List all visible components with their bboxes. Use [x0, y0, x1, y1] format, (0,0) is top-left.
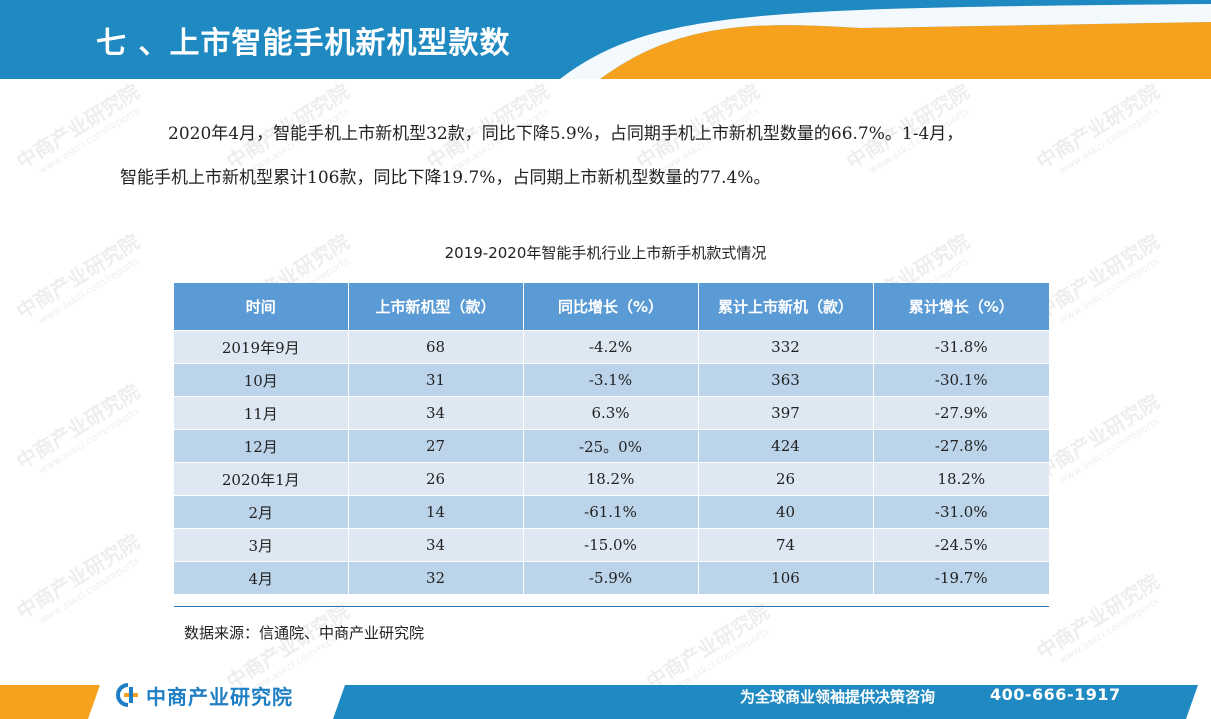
cell-time: 2020年1月: [174, 462, 349, 496]
cell-cumulative-models: 424: [698, 429, 874, 463]
footer-phone: 400-666-1917: [990, 685, 1121, 704]
footer-background: [0, 685, 1198, 719]
logo-text: 中商产业研究院: [146, 684, 293, 709]
data-table: 时间 上市新机型（款） 同比增长（%） 累计上市新机（款） 累计增长（%） 20…: [174, 283, 1049, 594]
cell-new-models: 31: [348, 363, 524, 397]
summary-paragraph: 2020年4月，智能手机上市新机型32款，同比下降5.9%，占同期手机上市新机型…: [120, 112, 1120, 200]
cell-time: 3月: [174, 528, 349, 562]
cell-new-models: 14: [348, 495, 524, 529]
cell-yoy-growth: -5.9%: [523, 561, 699, 594]
cell-yoy-growth: -25。0%: [523, 429, 699, 463]
table-row: 3月 34 -15.0% 74 -24.5%: [174, 528, 1049, 562]
cell-cumulative-models: 397: [698, 396, 874, 430]
cell-yoy-growth: 18.2%: [523, 462, 699, 496]
table-row: 2019年9月 68 -4.2% 332 -31.8%: [174, 330, 1049, 364]
cell-new-models: 34: [348, 396, 524, 430]
footer-slogan: 为全球商业领袖提供决策咨询: [740, 688, 936, 706]
summary-line-2: 智能手机上市新机型累计106款，同比下降19.7%，占同期上市新机型数量的77.…: [120, 168, 771, 188]
cell-time: 11月: [174, 396, 349, 430]
header-cumulative-models: 累计上市新机（款）: [698, 283, 874, 331]
cell-new-models: 26: [348, 462, 524, 496]
data-source: 数据来源：信通院、中商产业研究院: [184, 624, 425, 642]
cell-cumulative-growth: -19.7%: [873, 561, 1049, 594]
cell-cumulative-growth: -31.8%: [873, 330, 1049, 364]
cell-yoy-growth: 6.3%: [523, 396, 699, 430]
table-header-row: 时间 上市新机型（款） 同比增长（%） 累计上市新机（款） 累计增长（%）: [174, 283, 1049, 331]
cell-cumulative-models: 74: [698, 528, 874, 562]
table-row: 2月 14 -61.1% 40 -31.0%: [174, 495, 1049, 529]
cell-time: 4月: [174, 561, 349, 594]
cell-yoy-growth: -4.2%: [523, 330, 699, 364]
header-cumulative-growth: 累计增长（%）: [873, 283, 1049, 331]
cell-yoy-growth: -15.0%: [523, 528, 699, 562]
table-row: 4月 32 -5.9% 106 -19.7%: [174, 561, 1049, 594]
cell-yoy-growth: -3.1%: [523, 363, 699, 397]
company-logo: 中商产业研究院: [112, 682, 293, 709]
cell-new-models: 68: [348, 330, 524, 364]
summary-line-1: 2020年4月，智能手机上市新机型32款，同比下降5.9%，占同期手机上市新机型…: [168, 124, 964, 144]
page-title: 七 、上市智能手机新机型款数: [96, 26, 511, 61]
table-title: 2019-2020年智能手机行业上市新手机款式情况: [444, 244, 767, 262]
logo-icon: [116, 683, 138, 707]
cell-cumulative-growth: -27.9%: [873, 396, 1049, 430]
table-row: 11月 34 6.3% 397 -27.9%: [174, 396, 1049, 430]
cell-cumulative-growth: 18.2%: [873, 462, 1049, 496]
table-row: 10月 31 -3.1% 363 -30.1%: [174, 363, 1049, 397]
header-background: [0, 0, 1211, 79]
cell-cumulative-growth: -27.8%: [873, 429, 1049, 463]
header-banner: 七 、上市智能手机新机型款数: [0, 0, 1211, 79]
cell-cumulative-growth: -31.0%: [873, 495, 1049, 529]
header-time: 时间: [174, 283, 349, 331]
header-yoy-growth: 同比增长（%）: [523, 283, 699, 331]
table-bottom-rule: [174, 606, 1049, 607]
cell-time: 12月: [174, 429, 349, 463]
cell-new-models: 27: [348, 429, 524, 463]
cell-cumulative-models: 40: [698, 495, 874, 529]
footer-banner: [0, 680, 1211, 719]
cell-time: 10月: [174, 363, 349, 397]
cell-cumulative-models: 332: [698, 330, 874, 364]
cell-time: 2月: [174, 495, 349, 529]
cell-cumulative-growth: -30.1%: [873, 363, 1049, 397]
header-new-models: 上市新机型（款）: [348, 283, 524, 331]
cell-cumulative-models: 363: [698, 363, 874, 397]
table-row: 12月 27 -25。0% 424 -27.8%: [174, 429, 1049, 463]
cell-cumulative-models: 26: [698, 462, 874, 496]
cell-cumulative-models: 106: [698, 561, 874, 594]
table-row: 2020年1月 26 18.2% 26 18.2%: [174, 462, 1049, 496]
cell-cumulative-growth: -24.5%: [873, 528, 1049, 562]
cell-new-models: 32: [348, 561, 524, 594]
cell-time: 2019年9月: [174, 330, 349, 364]
cell-yoy-growth: -61.1%: [523, 495, 699, 529]
cell-new-models: 34: [348, 528, 524, 562]
